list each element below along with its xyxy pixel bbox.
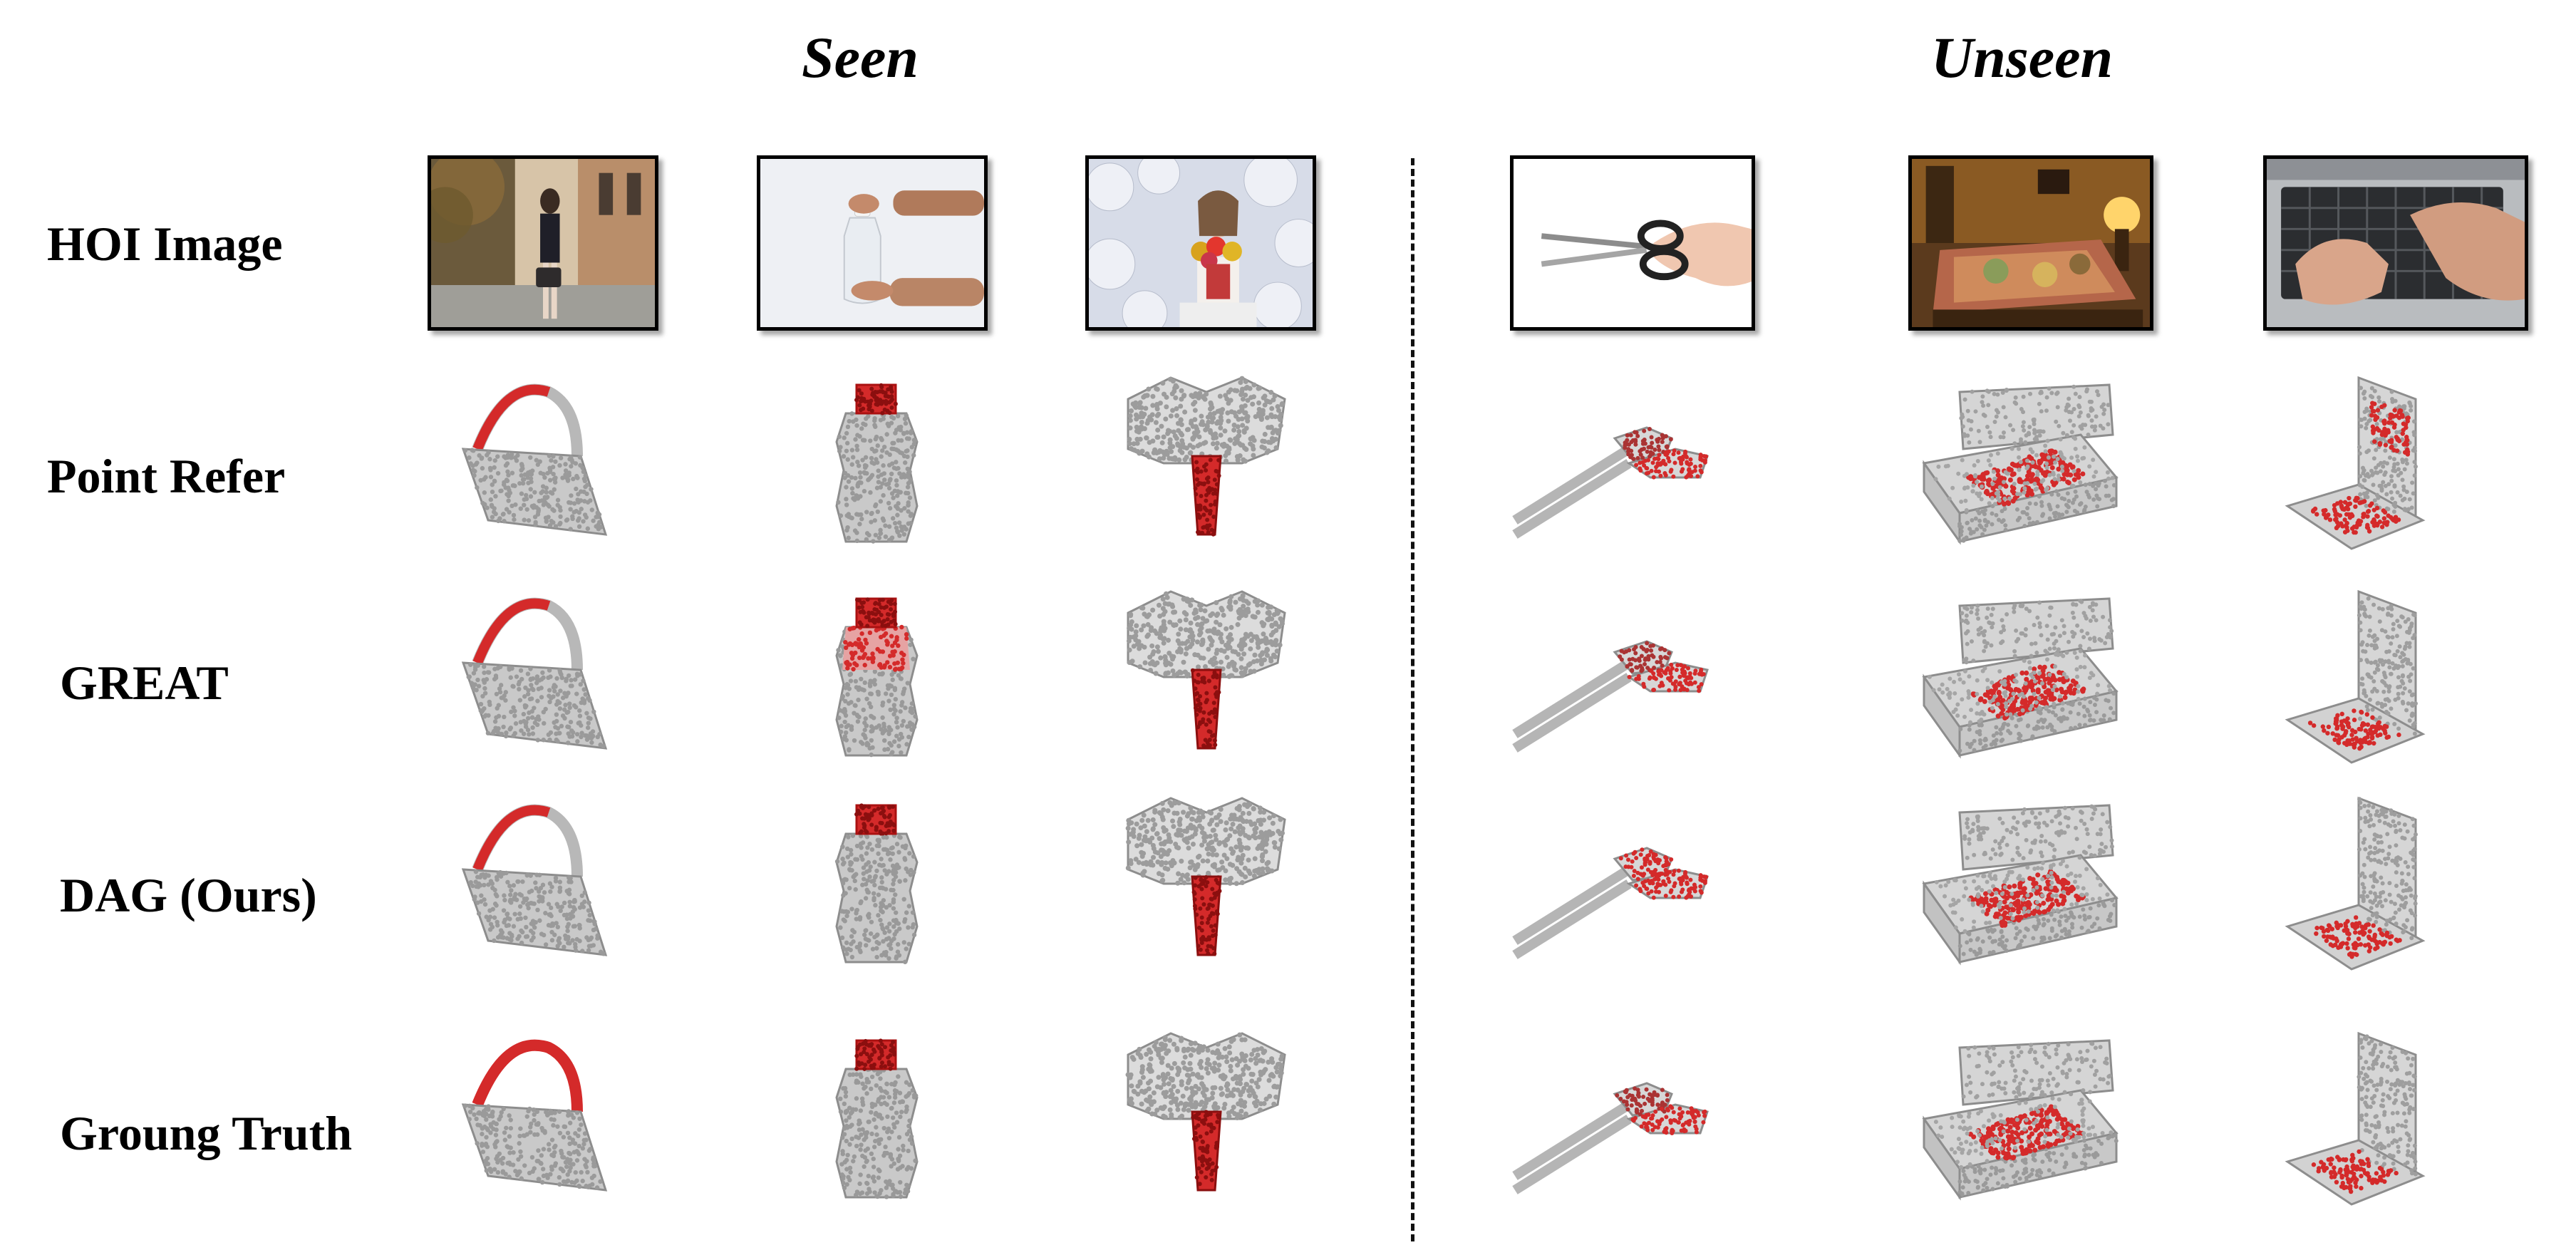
hoi-image-scissors bbox=[1510, 155, 1755, 331]
pointcloud-ground-truth-bed bbox=[1895, 1026, 2131, 1212]
row-label-great: GREAT bbox=[60, 656, 229, 710]
hoi-image-bed bbox=[1908, 155, 2153, 331]
hoi-image-laptop bbox=[2263, 155, 2528, 331]
pointcloud-dag-ours-bag bbox=[428, 791, 663, 976]
hoi-image-bag bbox=[428, 155, 658, 331]
hoi-image-vase bbox=[1085, 155, 1316, 331]
pointcloud-ground-truth-laptop bbox=[2259, 1026, 2494, 1212]
seen-header: Seen bbox=[802, 25, 919, 90]
pointcloud-point-refer-scissors bbox=[1494, 371, 1729, 556]
seen-unseen-divider bbox=[1411, 158, 1414, 1241]
hoi-image-bottle bbox=[757, 155, 988, 331]
unseen-header: Unseen bbox=[1931, 25, 2114, 90]
pointcloud-ground-truth-scissors bbox=[1494, 1026, 1729, 1212]
pointcloud-point-refer-vase bbox=[1085, 371, 1320, 556]
row-label-point-refer: Point Refer bbox=[47, 449, 286, 503]
row-label-dag-ours: DAG (Ours) bbox=[60, 868, 317, 922]
pointcloud-great-bottle bbox=[757, 584, 992, 770]
row-label-hoi-image: HOI Image bbox=[47, 217, 283, 271]
pointcloud-dag-ours-bed bbox=[1895, 791, 2131, 976]
row-label-ground-truth: Groung Truth bbox=[60, 1106, 353, 1160]
pointcloud-great-vase bbox=[1085, 584, 1320, 770]
pointcloud-great-bag bbox=[428, 584, 663, 770]
pointcloud-point-refer-laptop bbox=[2259, 371, 2494, 556]
pointcloud-dag-ours-laptop bbox=[2259, 791, 2494, 976]
pointcloud-dag-ours-scissors bbox=[1494, 791, 1729, 976]
pointcloud-dag-ours-vase bbox=[1085, 791, 1320, 976]
pointcloud-point-refer-bottle bbox=[757, 371, 992, 556]
pointcloud-ground-truth-bag bbox=[428, 1026, 663, 1212]
pointcloud-great-laptop bbox=[2259, 584, 2494, 770]
pointcloud-great-bed bbox=[1895, 584, 2131, 770]
pointcloud-point-refer-bed bbox=[1895, 371, 2131, 556]
pointcloud-dag-ours-bottle bbox=[757, 791, 992, 976]
pointcloud-great-scissors bbox=[1494, 584, 1729, 770]
pointcloud-ground-truth-bottle bbox=[757, 1026, 992, 1212]
pointcloud-ground-truth-vase bbox=[1085, 1026, 1320, 1212]
pointcloud-point-refer-bag bbox=[428, 371, 663, 556]
